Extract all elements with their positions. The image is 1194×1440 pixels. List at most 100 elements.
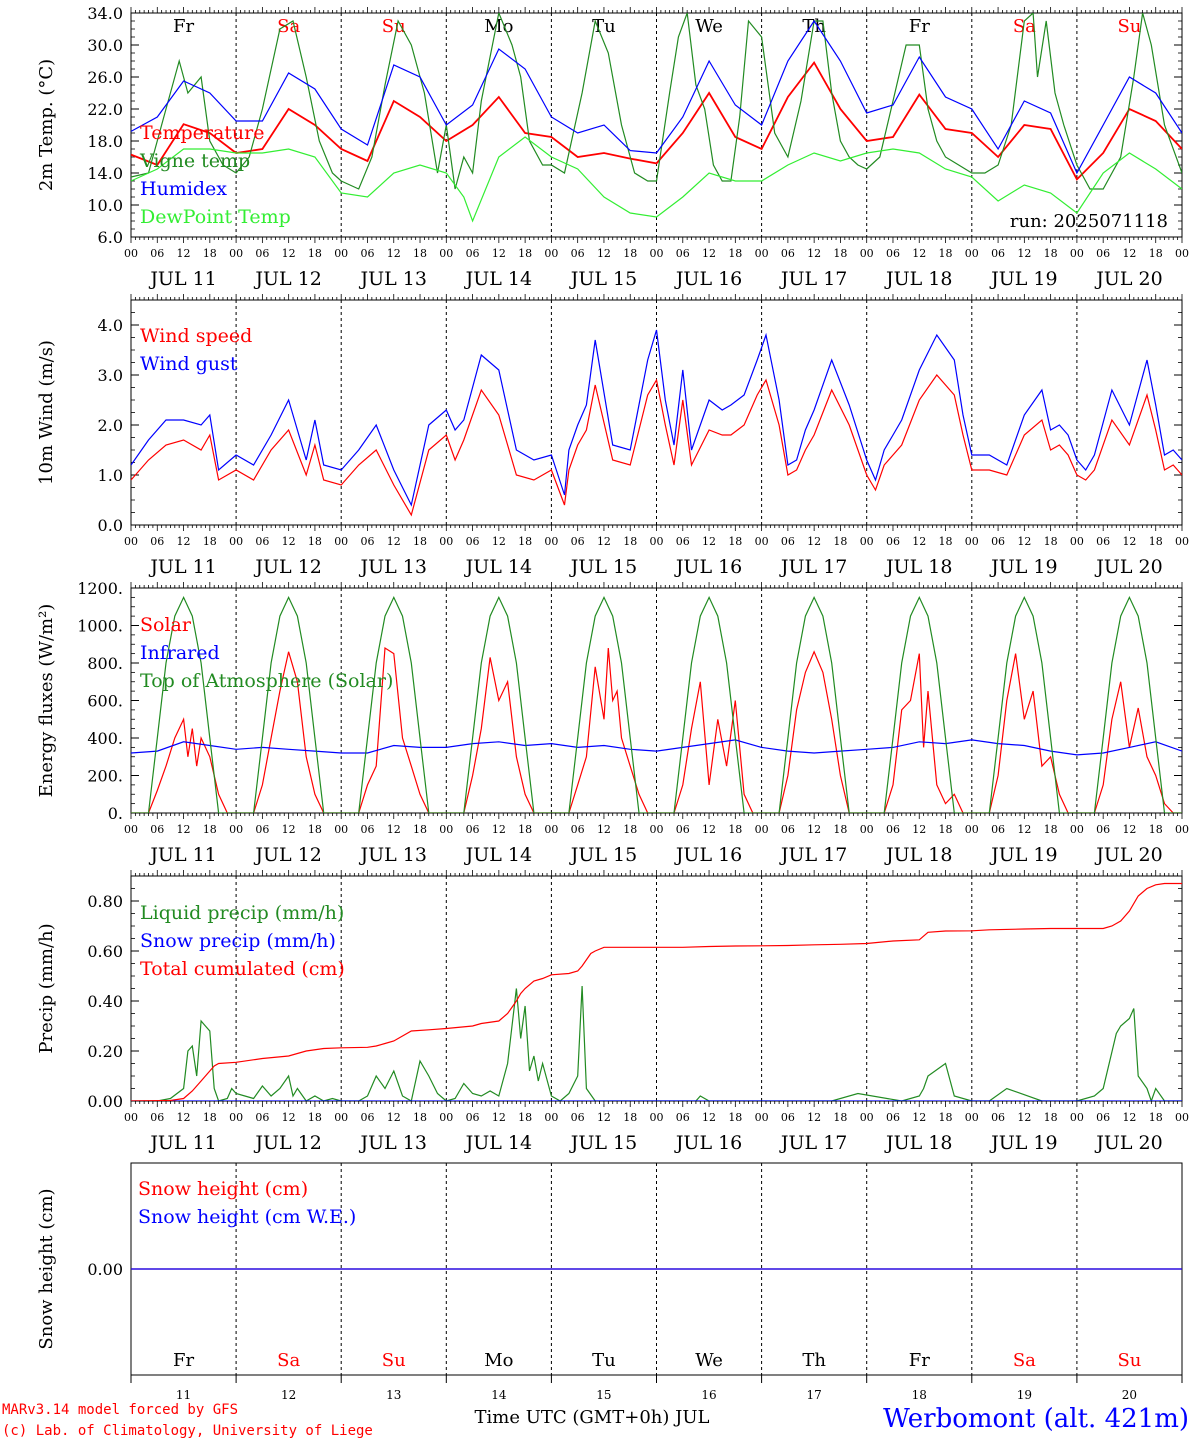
- day-label: JUL 19: [989, 1132, 1057, 1154]
- day-number: 16: [701, 1388, 716, 1402]
- hour-tick-label: 06: [676, 1111, 690, 1124]
- y-tick-label: 1000.: [77, 617, 123, 636]
- hour-tick-label: 18: [518, 247, 532, 260]
- hour-tick-label: 00: [755, 535, 769, 548]
- hour-tick-label: 00: [650, 247, 664, 260]
- hour-tick-label: 06: [150, 247, 164, 260]
- hour-tick-label: 06: [991, 247, 1005, 260]
- hour-tick-label: 12: [597, 535, 611, 548]
- day-label: JUL 15: [569, 268, 637, 290]
- hour-tick-label: 00: [965, 1111, 979, 1124]
- hour-tick-label: 18: [308, 247, 322, 260]
- day-number: 11: [176, 1388, 191, 1402]
- hour-tick-label: 06: [571, 247, 585, 260]
- hour-tick-label: 12: [807, 1111, 821, 1124]
- hour-tick-label: 18: [1149, 1111, 1163, 1124]
- hour-tick-label: 00: [334, 823, 348, 836]
- y-tick-label: 1200.: [77, 579, 123, 598]
- hour-tick-label: 12: [702, 1111, 716, 1124]
- day-label: JUL 15: [569, 556, 637, 578]
- y-tick-label: 6.0: [98, 228, 123, 247]
- hour-tick-label: 18: [1044, 823, 1058, 836]
- hour-tick-label: 12: [807, 247, 821, 260]
- day-label: JUL 14: [464, 268, 532, 290]
- hour-tick-label: 18: [203, 823, 217, 836]
- hour-tick-label: 18: [308, 823, 322, 836]
- weekday-label: Su: [382, 1350, 406, 1371]
- hour-tick-label: 12: [177, 823, 191, 836]
- hour-tick-label: 00: [860, 535, 874, 548]
- hour-tick-label: 00: [229, 1111, 243, 1124]
- day-label: JUL 18: [884, 1132, 952, 1154]
- hour-tick-label: 12: [1122, 247, 1136, 260]
- y-tick-label: 10.0: [87, 196, 123, 215]
- hour-tick-label: 06: [255, 247, 269, 260]
- y-tick-label: 200.: [87, 767, 123, 786]
- hour-tick-label: 00: [124, 1111, 138, 1124]
- hour-tick-label: 00: [544, 823, 558, 836]
- hour-tick-label: 00: [334, 535, 348, 548]
- hour-tick-label: 00: [755, 823, 769, 836]
- legend-entry: Snow height (cm W.E.): [138, 1206, 356, 1228]
- day-label: JUL 17: [779, 1132, 847, 1154]
- day-label: JUL 13: [359, 1132, 427, 1154]
- weekday-label: Fr: [909, 1350, 930, 1371]
- hour-tick-label: 18: [518, 823, 532, 836]
- hour-tick-label: 12: [1017, 1111, 1031, 1124]
- hour-tick-label: 06: [150, 823, 164, 836]
- weekday-label: Mo: [484, 16, 513, 37]
- day-label: JUL 20: [1094, 1132, 1162, 1154]
- run-annotation: run: 2025071118: [1010, 211, 1168, 232]
- day-label: JUL 19: [989, 844, 1057, 866]
- hour-tick-label: 18: [203, 247, 217, 260]
- hour-tick-label: 12: [597, 247, 611, 260]
- y-tick-label: 26.0: [87, 68, 123, 87]
- hour-tick-label: 06: [255, 1111, 269, 1124]
- y-tick-label: 0.: [108, 804, 123, 823]
- hour-tick-label: 00: [650, 535, 664, 548]
- day-label: JUL 12: [253, 556, 321, 578]
- day-label: JUL 17: [779, 556, 847, 578]
- hour-tick-label: 12: [1017, 535, 1031, 548]
- hour-tick-label: 06: [676, 823, 690, 836]
- day-label: JUL 14: [464, 1132, 532, 1154]
- hour-tick-label: 12: [597, 1111, 611, 1124]
- legend-entry: Total cumulated (cm): [140, 958, 345, 980]
- day-label: JUL 11: [148, 844, 216, 866]
- hour-tick-label: 18: [1044, 247, 1058, 260]
- hour-tick-label: 06: [676, 535, 690, 548]
- y-tick-label: 0.60: [87, 942, 123, 961]
- hour-tick-label: 18: [728, 1111, 742, 1124]
- hour-tick-label: 12: [282, 247, 296, 260]
- hour-tick-label: 12: [282, 1111, 296, 1124]
- day-number: 12: [281, 1388, 296, 1402]
- y-tick-label: 0.40: [87, 992, 123, 1011]
- weekday-label: Su: [382, 16, 406, 37]
- hour-tick-label: 12: [387, 823, 401, 836]
- hour-tick-label: 06: [1096, 1111, 1110, 1124]
- day-label: JUL 20: [1094, 268, 1162, 290]
- weekday-label: Tu: [592, 16, 616, 37]
- hour-tick-label: 12: [282, 823, 296, 836]
- hour-tick-label: 00: [229, 823, 243, 836]
- day-label: JUL 13: [359, 844, 427, 866]
- series-line-total-cumulated-cm-: [131, 882, 1182, 1101]
- legend-entry: Infrared: [140, 642, 220, 664]
- hour-tick-label: 12: [387, 247, 401, 260]
- day-label: JUL 12: [253, 844, 321, 866]
- hour-tick-label: 12: [1017, 823, 1031, 836]
- hour-tick-label: 00: [755, 247, 769, 260]
- hour-tick-label: 12: [597, 823, 611, 836]
- series-line-solar: [131, 646, 1182, 813]
- hour-tick-label: 18: [833, 247, 847, 260]
- legend-entry: Humidex: [140, 178, 227, 200]
- hour-tick-label: 18: [728, 247, 742, 260]
- station-name: Werbomont (alt. 421m): [883, 1404, 1189, 1434]
- hour-tick-label: 00: [544, 1111, 558, 1124]
- hour-tick-label: 00: [755, 1111, 769, 1124]
- day-label: JUL 20: [1094, 556, 1162, 578]
- y-tick-label: 600.: [87, 692, 123, 711]
- day-label: JUL 19: [989, 268, 1057, 290]
- legend-entry: Solar: [140, 614, 192, 636]
